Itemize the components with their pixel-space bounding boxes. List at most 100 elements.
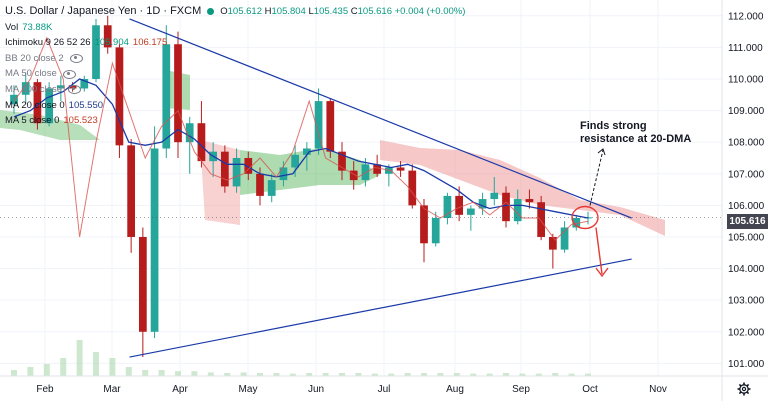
time-tick-label: Jul: [378, 384, 391, 395]
candle-body: [502, 192, 510, 222]
indicator-ichimoku[interactable]: Ichimoku 9 26 52 26 105.904 106.175: [5, 37, 168, 49]
candle-body: [256, 173, 264, 196]
annotations: [571, 148, 609, 278]
candle-body: [373, 164, 382, 174]
candle-body: [115, 47, 124, 146]
candle-body: [396, 167, 405, 171]
price-tick-label: 101.000: [728, 359, 765, 370]
symbol-row: U.S. Dollar / Japanese Yen · 1D · FXCM O…: [5, 4, 465, 20]
time-tick-label: Mar: [103, 384, 121, 395]
price-tick-label: 110.000: [728, 74, 764, 85]
volume-bar: [568, 373, 575, 376]
volume-bar: [60, 358, 67, 376]
volume-bar: [224, 373, 231, 376]
candle-body: [92, 25, 100, 79]
candle-body: [56, 85, 65, 89]
price-axis: 101.000 102.000 103.000 104.000 105.000 106.0…: [728, 11, 765, 370]
candle-body: [150, 148, 159, 332]
last-price-badge: 105.616: [727, 214, 768, 229]
projection-arrow-down: [595, 227, 603, 275]
indicator-ma100[interactable]: MA 100 close: [5, 82, 465, 98]
indicator-vol[interactable]: Vol 73.88K: [5, 21, 53, 33]
candle-body: [478, 199, 487, 209]
volume-bar: [306, 373, 313, 376]
cloud-bearish: [200, 140, 240, 225]
candle-body: [127, 145, 136, 237]
volume-bar: [11, 370, 17, 376]
candle-body: [525, 199, 534, 203]
market-status-icon: [207, 8, 215, 16]
volume-bar: [421, 373, 427, 376]
trendlines: [0, 18, 722, 358]
candle-body: [267, 180, 276, 196]
candle-body: [443, 195, 452, 219]
candle-body: [138, 236, 147, 332]
volume-bar: [503, 373, 509, 376]
volume-bar: [125, 367, 132, 376]
price-tick-label: 103.000: [728, 296, 765, 307]
volume-bar: [240, 372, 247, 376]
volume-bar: [585, 373, 591, 376]
indicator-ma20[interactable]: MA 20 close 0 105.550: [5, 99, 104, 111]
price-tick-label: 108.000: [728, 138, 765, 149]
volume-bar: [257, 373, 263, 376]
candle-body: [174, 44, 182, 143]
candle-body: [80, 78, 89, 89]
volume-bar: [273, 373, 280, 376]
price-tick-label: 104.000: [728, 264, 765, 275]
volume-bar: [76, 340, 83, 376]
symbol-title[interactable]: U.S. Dollar / Japanese Yen · 1D · FXCM: [5, 5, 202, 17]
resistance-annotation: Finds strong resistance at 20-DMA: [580, 120, 692, 145]
volume-bar: [437, 373, 444, 376]
time-axis: Feb Mar Apr May Jun Jul Aug Sep Oct Nov: [36, 384, 667, 395]
price-tick-label: 109.000: [728, 106, 765, 117]
volume-bar: [404, 373, 411, 376]
candle-body: [338, 151, 346, 171]
volume-bar: [109, 358, 116, 376]
indicator-ma50[interactable]: MA 50 close: [5, 66, 465, 82]
volume-bars: [11, 340, 591, 376]
settings-gear-icon[interactable]: [737, 382, 751, 396]
candle-body: [244, 157, 253, 174]
candle-body: [291, 154, 300, 168]
eye-icon[interactable]: [62, 69, 76, 79]
candle-body: [33, 82, 42, 124]
candle-body: [197, 123, 206, 162]
volume-bar: [371, 373, 378, 376]
price-tick-label: 102.000: [728, 327, 765, 338]
volume-bar: [470, 373, 477, 376]
candle-body: [302, 148, 311, 155]
candle-body: [361, 164, 370, 181]
volume-bar: [322, 373, 329, 376]
volume-bar: [207, 372, 214, 376]
candle-body: [21, 82, 30, 95]
candle-body: [45, 88, 54, 124]
projection-arrow-up: [589, 149, 604, 206]
eye-icon[interactable]: [69, 54, 83, 64]
volume-bar: [27, 367, 34, 376]
candle-body: [162, 44, 171, 149]
candle-body: [420, 205, 428, 244]
candle-body: [560, 227, 569, 250]
arrowhead-up: [597, 148, 606, 156]
time-tick-label: Oct: [582, 384, 598, 395]
volume-bar: [175, 371, 181, 376]
volume-bar: [453, 373, 460, 376]
candles: [10, 15, 592, 358]
cloud-bullish: [0, 110, 100, 140]
volume-bar: [93, 352, 99, 376]
indicator-ma5[interactable]: MA 5 close 0 105.523: [5, 115, 98, 127]
candle-body: [185, 123, 194, 143]
candle-body: [349, 170, 358, 181]
indicator-bb[interactable]: BB 20 close 2: [5, 51, 465, 67]
time-tick-label: May: [239, 384, 258, 395]
moving-averages: [13, 36, 589, 241]
volume-bar: [43, 364, 50, 376]
candle-body: [103, 25, 112, 48]
highlight-circle: [571, 205, 599, 230]
eye-icon[interactable]: [68, 85, 82, 95]
time-tick-label: Sep: [512, 384, 530, 395]
candle-body: [314, 101, 323, 149]
candle-body: [326, 101, 335, 152]
